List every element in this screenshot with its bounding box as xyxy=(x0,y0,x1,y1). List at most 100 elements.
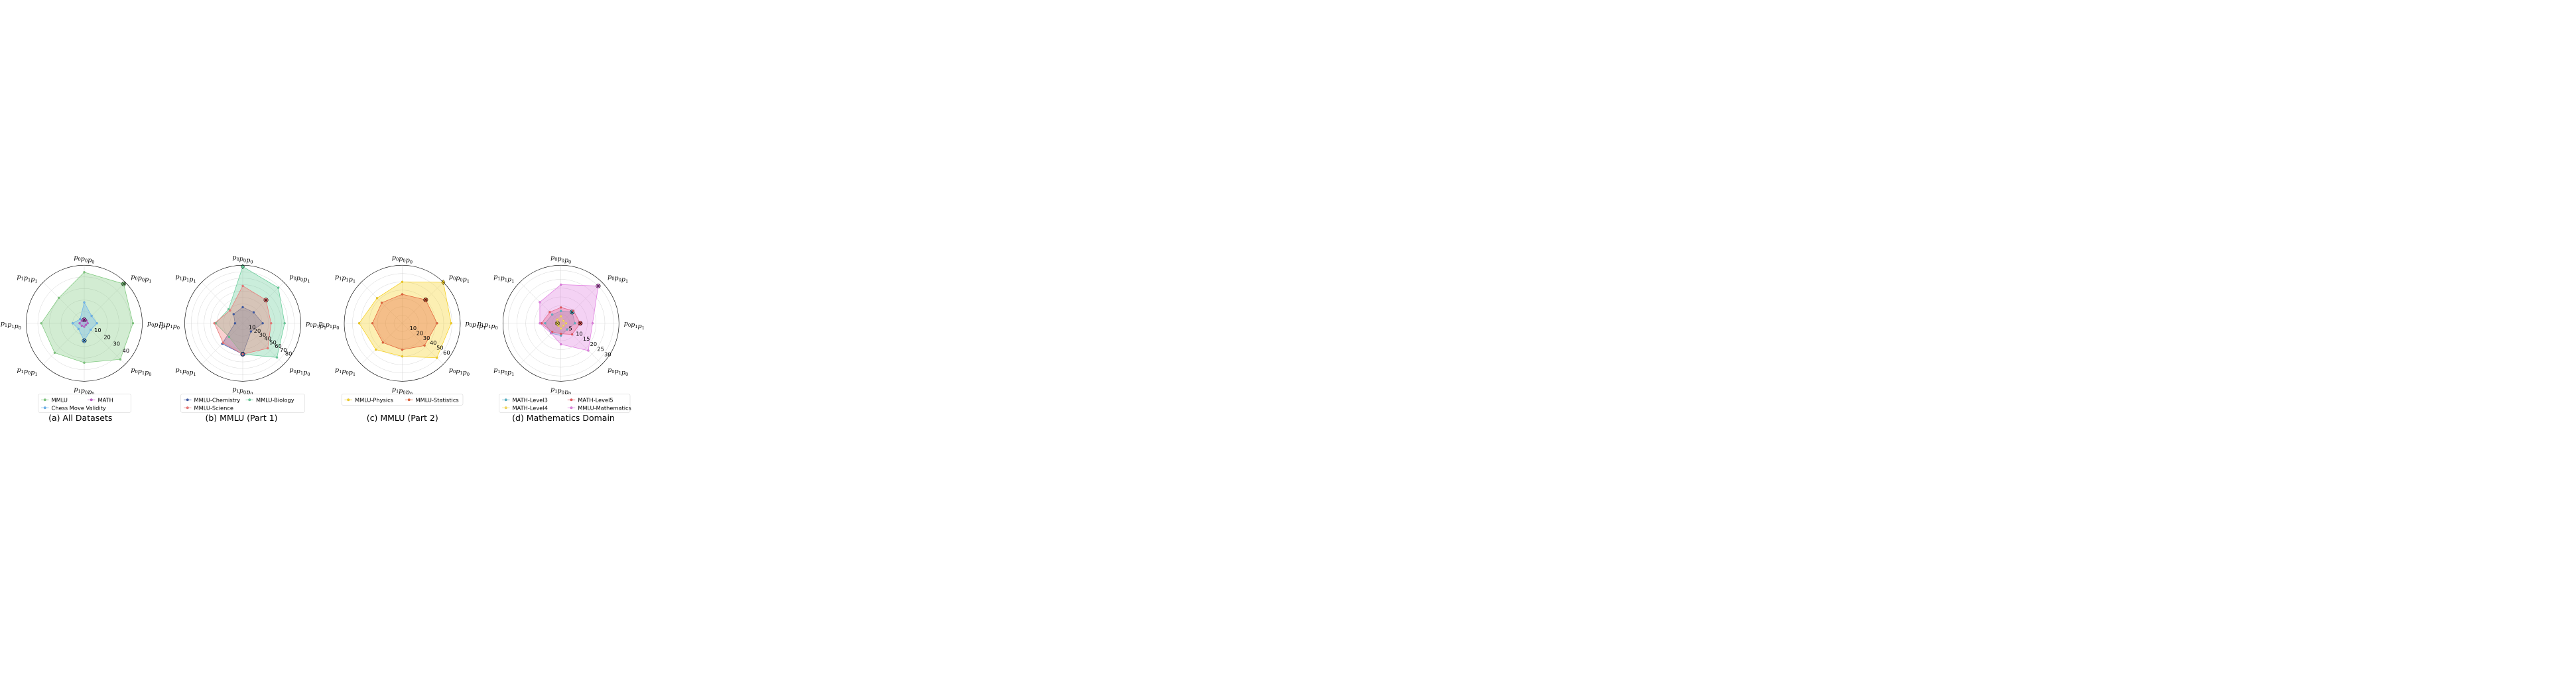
radial-tick-label: 30 xyxy=(604,351,612,358)
data-point xyxy=(539,301,541,304)
data-point xyxy=(241,306,244,309)
data-point xyxy=(539,322,541,325)
legend-entry: MMLU-Mathematics xyxy=(567,404,631,411)
radial-tick-label: 80 xyxy=(285,350,292,357)
polar-frame xyxy=(26,264,143,382)
data-point xyxy=(267,347,269,350)
legend-label: MATH-Level5 xyxy=(578,396,613,403)
legend-entry: MMLU-Chemistry xyxy=(184,396,240,403)
data-point xyxy=(131,322,135,325)
data-point xyxy=(401,349,404,351)
data-point xyxy=(249,330,253,333)
data-point xyxy=(587,349,590,352)
grid-spoke xyxy=(402,282,444,323)
legend-entry: MMLU-Science xyxy=(184,404,233,411)
best-marker-x xyxy=(578,321,583,326)
legend-label: MMLU-Mathematics xyxy=(578,404,631,411)
data-point xyxy=(241,353,244,356)
data-point xyxy=(560,283,562,286)
data-point xyxy=(86,322,89,325)
data-point xyxy=(401,355,404,358)
axis-label-p0p0p1: p0p0p1 xyxy=(131,273,151,284)
radial-tick-label: 40 xyxy=(430,339,437,346)
axis-label-p0p0p0: p0p0p0 xyxy=(232,254,253,264)
data-point xyxy=(261,322,264,325)
radial-tick-label: 10 xyxy=(94,327,101,333)
legend-label: MMLU-Biology xyxy=(256,396,294,403)
radial-tick-label: 5 xyxy=(568,325,572,332)
data-point xyxy=(90,328,92,331)
data-point xyxy=(381,341,385,344)
panel-caption: (b) MMLU (Part 1) xyxy=(205,413,277,423)
radial-tick-label: 20 xyxy=(103,333,111,340)
radial-tick-label: 50 xyxy=(436,344,444,351)
data-point xyxy=(222,341,225,344)
legend-label: MMLU xyxy=(52,396,68,403)
radial-tick-label: 50 xyxy=(269,339,277,345)
data-point xyxy=(562,324,565,327)
data-point xyxy=(77,327,80,331)
best-marker-x xyxy=(596,284,601,289)
data-point xyxy=(560,315,562,317)
data-point xyxy=(270,322,273,325)
legend-entry: MATH-Level5 xyxy=(567,396,613,403)
data-point xyxy=(550,313,554,316)
radial-tick-label: 60 xyxy=(275,343,282,349)
axis-label-p0p1p1: p0p1p1 xyxy=(147,320,168,331)
legend-entry: MMLU-Biology xyxy=(245,396,294,403)
best-marker-x xyxy=(82,338,87,343)
data-point xyxy=(71,322,74,325)
radial-tick-label: 20 xyxy=(254,327,261,334)
data-point xyxy=(40,322,42,325)
polar-frame xyxy=(344,264,461,382)
data-point xyxy=(83,271,86,274)
radial-tick-label: 30 xyxy=(423,335,430,341)
data-point xyxy=(401,293,404,296)
data-point xyxy=(570,333,574,336)
legend-label: MATH xyxy=(98,396,113,403)
legend-entry: MATH-Level3 xyxy=(502,396,548,403)
data-point xyxy=(574,322,576,325)
grid-spoke xyxy=(519,323,561,365)
legend-entry: MATH-Level4 xyxy=(502,404,548,411)
radial-tick-label: 40 xyxy=(264,335,271,342)
data-point xyxy=(84,323,88,326)
legend-entry: Chess Move Validity xyxy=(41,404,106,411)
grid-spoke xyxy=(560,282,602,323)
radial-tick-label: 15 xyxy=(583,335,590,342)
data-point xyxy=(96,322,98,325)
legend: MMLU-Physics MMLU-Statistics xyxy=(341,394,464,406)
radial-tick-label: 20 xyxy=(590,341,598,347)
data-point xyxy=(275,356,279,359)
axis-label-p0p0p0: p0p0p0 xyxy=(550,254,571,264)
data-point xyxy=(227,308,230,311)
data-point xyxy=(83,361,86,364)
data-point xyxy=(423,344,426,347)
data-point xyxy=(79,317,82,321)
legend: MMLU-Chemistry MMLU-Biology MMLU-Science xyxy=(180,394,305,413)
data-point xyxy=(560,343,562,346)
legend-label: MATH-Level4 xyxy=(513,404,548,411)
data-point xyxy=(53,351,56,354)
radial-tick-label: 70 xyxy=(280,347,287,353)
data-point xyxy=(380,302,383,304)
axis-label-p1p1p0: p1p1p0 xyxy=(1,320,21,331)
panel-caption: (c) MMLU (Part 2) xyxy=(367,413,438,423)
axis-label-p1p0p1: p1p0p1 xyxy=(17,367,37,377)
axis-label-p0p0p0: p0p0p0 xyxy=(74,254,94,264)
best-marker-x xyxy=(570,310,575,315)
data-point xyxy=(252,311,255,313)
data-point xyxy=(119,358,122,361)
legend-entry: MMLU-Physics xyxy=(344,396,393,403)
data-point xyxy=(227,335,231,339)
legend-label: Chess Move Validity xyxy=(52,404,106,411)
axis-label-p1p0p0: p1p0p0 xyxy=(550,386,571,396)
legend-label: MATH-Level3 xyxy=(513,396,548,403)
radial-tick-label: 10 xyxy=(410,325,417,331)
axis-label-p1p1p0: p1p1p0 xyxy=(478,320,498,331)
